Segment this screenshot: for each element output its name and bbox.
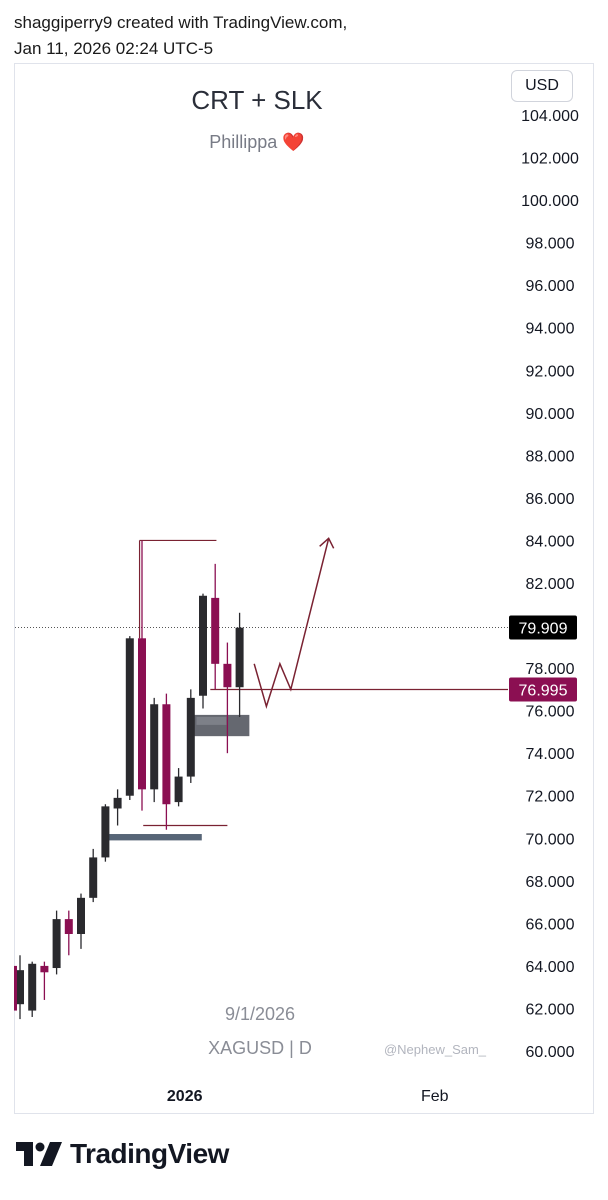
candle-body[interactable] (138, 638, 146, 790)
tradingview-logo-icon (16, 1142, 62, 1166)
y-tick-label: 96.000 (526, 278, 575, 295)
watermark-symbol: XAGUSD | D (208, 1038, 312, 1058)
chart-credit-header: shaggiperry9 created with TradingView.co… (14, 10, 347, 62)
candle-body[interactable] (235, 627, 244, 688)
candle-body[interactable] (174, 776, 183, 803)
candle-body-partial (14, 965, 17, 1011)
zone-inner-rect (196, 716, 227, 725)
chart-panel[interactable] (14, 63, 594, 1114)
candle-body[interactable] (186, 697, 195, 777)
tradingview-logo[interactable]: TradingView (16, 1138, 229, 1170)
candle-body[interactable] (211, 597, 220, 664)
y-tick-label: 68.000 (526, 874, 575, 891)
projection-path (253, 538, 330, 709)
level-price-label: 76.995 (519, 682, 568, 699)
candle-body[interactable] (162, 704, 171, 805)
y-tick-label: 100.000 (521, 193, 579, 210)
y-tick-label: 104.000 (521, 108, 579, 125)
candle-body[interactable] (40, 965, 49, 973)
level-price-label-bg (509, 677, 577, 702)
candle-body[interactable] (150, 704, 159, 790)
zone-rect (105, 834, 202, 841)
candle-body[interactable] (223, 663, 232, 688)
projection-arrowhead (319, 537, 335, 549)
last-price-label: 79.909 (519, 620, 568, 637)
y-tick-label: 60.000 (526, 1044, 575, 1061)
candle-body[interactable] (89, 857, 98, 898)
y-tick-label: 86.000 (526, 491, 575, 508)
last-price-label-bg (509, 615, 577, 640)
candle-body[interactable] (101, 806, 110, 858)
y-tick-label: 64.000 (526, 959, 575, 976)
currency-label: USD (525, 77, 559, 94)
candle-body[interactable] (125, 638, 134, 796)
y-tick-label: 98.000 (526, 236, 575, 253)
tradingview-wordmark: TradingView (70, 1138, 229, 1169)
header-author-line: shaggiperry9 created with TradingView.co… (14, 13, 348, 32)
candle-body[interactable] (64, 919, 73, 934)
candle-body[interactable] (16, 970, 24, 1005)
watermark-credit: @Nephew_Sam_ (384, 1042, 487, 1057)
watermark-date: 9/1/2026 (225, 1004, 295, 1024)
x-tick-label: Feb (421, 1088, 449, 1105)
y-tick-label: 74.000 (526, 746, 575, 763)
y-tick-label: 72.000 (526, 789, 575, 806)
y-tick-label: 94.000 (526, 321, 575, 338)
candle-body[interactable] (77, 897, 85, 934)
y-tick-label: 70.000 (526, 831, 575, 848)
candle-body[interactable] (199, 595, 207, 696)
candle-body[interactable] (28, 963, 37, 1011)
y-tick-label: 62.000 (526, 1001, 575, 1018)
y-tick-label: 84.000 (526, 533, 575, 550)
y-tick-label: 90.000 (526, 406, 575, 423)
y-tick-label: 82.000 (526, 576, 575, 593)
y-tick-label: 102.000 (521, 151, 579, 168)
currency-selector[interactable]: USD (511, 70, 573, 102)
x-tick-label: 2026 (167, 1088, 203, 1105)
chart-title: CRT + SLK (191, 85, 323, 115)
y-tick-label: 66.000 (526, 916, 575, 933)
y-tick-label: 78.000 (526, 661, 575, 678)
y-tick-label: 76.000 (526, 704, 575, 721)
chart-subtitle: Phillippa ❤️ (209, 132, 305, 152)
candle-body[interactable] (52, 919, 61, 969)
header-date-line: Jan 11, 2026 02:24 UTC-5 (14, 39, 214, 58)
y-tick-label: 88.000 (526, 448, 575, 465)
y-tick-label: 92.000 (526, 363, 575, 380)
candle-body[interactable] (113, 797, 122, 809)
